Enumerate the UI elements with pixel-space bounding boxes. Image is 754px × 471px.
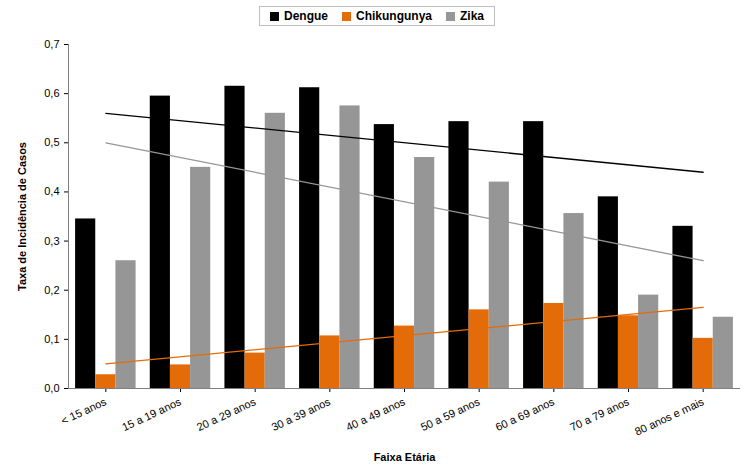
svg-text:0,4: 0,4 <box>44 185 59 197</box>
html-text:Dengue: Dengue <box>284 9 328 23</box>
svg-text:0,1: 0,1 <box>44 333 59 345</box>
svg-text:70 a 79 anos: 70 a 79 anos <box>568 395 631 433</box>
html-text:Chikungunya: Chikungunya <box>356 9 432 23</box>
svg-text:15 a 19 anos: 15 a 19 anos <box>120 395 183 433</box>
svg-text:0,2: 0,2 <box>44 284 59 296</box>
svg-text:40 a 49 anos: 40 a 49 anos <box>344 395 407 433</box>
svg-text:80 anos e mais: 80 anos e mais <box>633 395 706 438</box>
svg-text:0,5: 0,5 <box>44 136 59 148</box>
svg-text:0,7: 0,7 <box>44 38 59 50</box>
svg-text:< 15 anos: < 15 anos <box>59 395 109 427</box>
svg-text:0,3: 0,3 <box>44 235 59 247</box>
svg-text:0,0: 0,0 <box>44 382 59 394</box>
svg-text:Taxa de Incidência de Casos: Taxa de Incidência de Casos <box>16 142 28 291</box>
svg-text:60 a 69 anos: 60 a 69 anos <box>493 395 556 433</box>
svg-text:Faixa Etária: Faixa Etária <box>374 451 437 463</box>
svg-text:30 a 39 anos: 30 a 39 anos <box>269 395 332 433</box>
svg-text:0,6: 0,6 <box>44 87 59 99</box>
html-text:Zika: Zika <box>460 9 484 23</box>
svg-text:20 a 29 anos: 20 a 29 anos <box>195 395 258 433</box>
svg-text:50 a 59 anos: 50 a 59 anos <box>419 395 482 433</box>
